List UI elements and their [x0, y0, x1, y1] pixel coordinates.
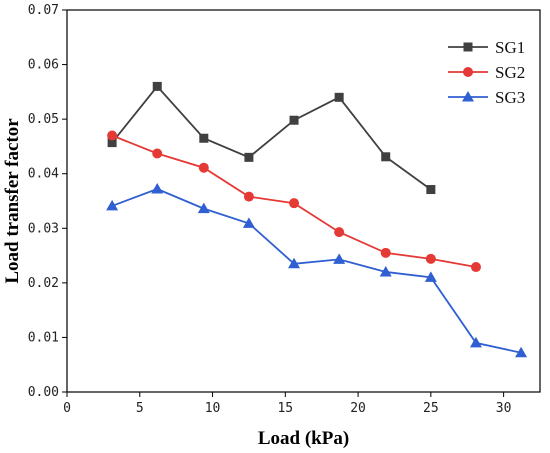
x-tick-label: 20: [350, 401, 366, 416]
legend-label-sg1: SG1: [495, 38, 525, 57]
series-line-sg1: [111, 85, 432, 191]
legend-marker-sg3: [462, 91, 474, 102]
y-tick-label: 0.07: [28, 3, 59, 18]
legend-item-sg3: SG3: [448, 88, 525, 107]
x-tick-label: 0: [63, 401, 71, 416]
data-point-sg1: [199, 133, 209, 143]
data-point-sg2: [198, 162, 209, 173]
y-axis-title: Load transfer factor: [2, 118, 23, 284]
data-point-sg3: [288, 257, 301, 269]
y-tick-label: 0.06: [28, 58, 59, 73]
y-tick-label: 0.02: [28, 276, 59, 291]
legend-marker-sg1: [463, 42, 473, 52]
legend-marker-sg2: [463, 67, 473, 77]
data-point-sg3: [424, 271, 437, 282]
plot-frame: [66, 9, 541, 393]
y-tick-label: 0.04: [28, 167, 59, 182]
series-sg2: [107, 130, 481, 273]
data-point-sg2: [107, 130, 118, 141]
legend-label-sg3: SG3: [495, 88, 525, 107]
y-tick-label: 0.00: [28, 385, 59, 400]
ticks-layer: 0 5 10 15 20 25 30 0.00 0.01 0.02 0.03 0.04 0.05 0.06…: [28, 3, 512, 416]
data-point-sg1: [289, 115, 299, 125]
series-sg3: [106, 182, 528, 358]
data-point-sg2: [425, 253, 436, 264]
data-point-sg3: [197, 202, 210, 214]
x-axis-title: Load (kPa): [258, 428, 349, 449]
data-point-sg2: [470, 262, 481, 273]
data-point-sg2: [289, 198, 300, 209]
x-tick-label: 25: [423, 401, 439, 416]
data-point-sg3: [106, 199, 119, 211]
data-point-sg1: [426, 185, 436, 195]
data-point-sg2: [152, 148, 163, 159]
data-point-sg3: [333, 253, 346, 264]
data-point-sg2: [243, 191, 254, 202]
x-tick-label: 10: [205, 401, 221, 416]
y-tick-label: 0.05: [28, 112, 59, 127]
data-point-sg1: [244, 152, 254, 162]
data-point-sg3: [151, 182, 164, 194]
y-tick-label: 0.01: [28, 330, 59, 345]
legend: SG1 SG2 SG3: [448, 38, 525, 107]
series-line-sg3: [111, 188, 522, 354]
x-tick-label: 30: [496, 401, 512, 416]
series-layer: [106, 81, 528, 358]
data-point-sg3: [469, 336, 482, 348]
y-tick-label: 0.03: [28, 221, 59, 236]
data-point-sg1: [381, 152, 391, 162]
data-point-sg3: [515, 346, 528, 358]
data-point-sg1: [107, 138, 117, 148]
data-point-sg3: [242, 217, 255, 228]
data-point-sg1: [152, 81, 162, 91]
series-sg1: [107, 81, 436, 195]
data-point-sg1: [334, 92, 344, 102]
legend-item-sg2: SG2: [448, 63, 525, 82]
data-point-sg3: [379, 265, 392, 277]
data-point-sg2: [380, 247, 391, 258]
x-tick-label: 5: [136, 401, 144, 416]
data-point-sg2: [334, 227, 345, 238]
x-tick-label: 15: [277, 401, 293, 416]
legend-item-sg1: SG1: [448, 38, 525, 57]
legend-label-sg2: SG2: [495, 63, 525, 82]
